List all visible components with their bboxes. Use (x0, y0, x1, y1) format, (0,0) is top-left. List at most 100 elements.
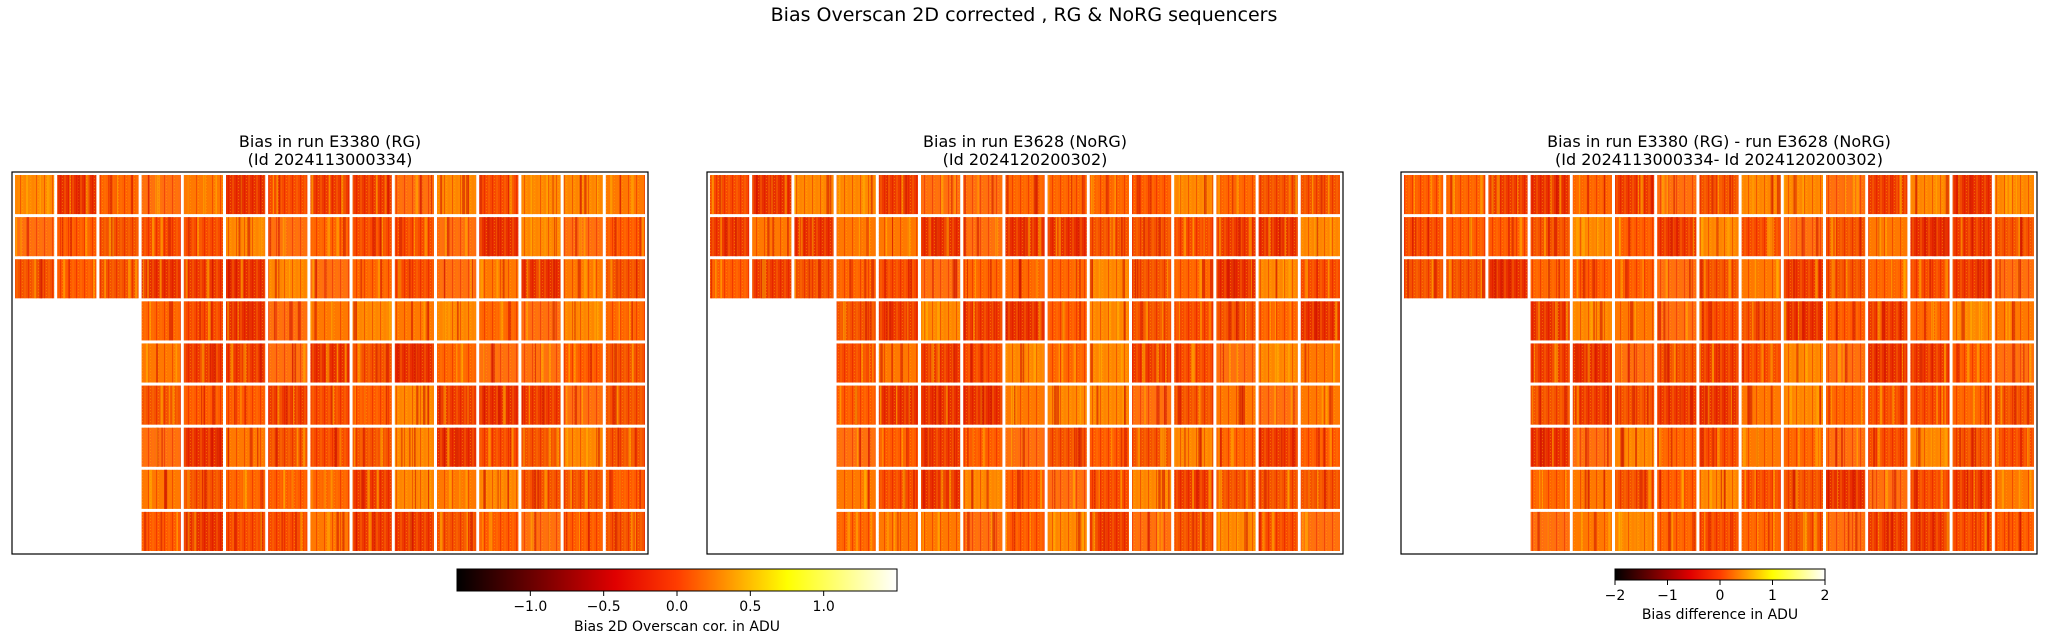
amplifier-stripe (1287, 469, 1290, 509)
ccd-tile-texture (437, 511, 477, 551)
amplifier-stripe (1053, 511, 1056, 551)
amplifier-stripe (1480, 175, 1483, 215)
amplifier-stripe (1180, 385, 1182, 425)
amplifier-stripe (628, 427, 632, 467)
amplifier-stripe (1648, 469, 1652, 509)
amplifier-stripe (1875, 343, 1878, 383)
ccd-tile-texture (563, 511, 603, 551)
amplifier-stripe (1802, 301, 1805, 341)
amplifier-stripe (1302, 511, 1304, 551)
amplifier-stripe (1620, 343, 1622, 383)
amplifier-stripe (639, 469, 642, 509)
amplifier-stripe (353, 301, 356, 341)
amplifier-stripe (234, 511, 237, 551)
amplifier-stripe (1705, 385, 1707, 425)
amplifier-stripe (888, 301, 892, 341)
amplifier-stripe (1200, 511, 1203, 551)
amplifier-stripe (614, 217, 617, 257)
amplifier-stripe (1249, 217, 1252, 257)
amplifier-stripe (380, 259, 383, 299)
amplifier-stripe (1246, 469, 1248, 509)
amplifier-stripe (937, 343, 940, 383)
amplifier-stripe (1289, 175, 1291, 215)
amplifier-stripe (1564, 469, 1567, 509)
amplifier-stripe (1606, 427, 1609, 467)
amplifier-stripe (1843, 343, 1845, 383)
amplifier-stripe (1235, 301, 1239, 341)
amplifier-stripe (1141, 301, 1143, 341)
ccd-tile-texture (1404, 217, 1444, 257)
amplifier-stripe (303, 343, 306, 383)
ccd-tile-texture (1258, 175, 1298, 215)
ccd-tile-texture (521, 217, 561, 257)
amplifier-stripe (1550, 175, 1552, 215)
panel1-title-line1: Bias in run E3380 (RG) (238, 132, 422, 151)
ccd-tile-texture (437, 301, 477, 341)
amplifier-stripe (238, 217, 241, 257)
amplifier-stripe (1156, 343, 1159, 383)
amplifier-stripe (1413, 175, 1416, 215)
amplifier-stripe (344, 343, 347, 383)
amplifier-stripe (186, 511, 188, 551)
amplifier-stripe (203, 175, 206, 215)
amplifier-stripe (1010, 427, 1013, 467)
amplifier-stripe (971, 469, 974, 509)
panel3-title-line1: Bias in run E3380 (RG) - run E3628 (NoRG… (1547, 132, 1891, 151)
amplifier-stripe (1717, 427, 1720, 467)
ccd-tile-texture (1132, 343, 1172, 383)
amplifier-stripe (1232, 175, 1234, 215)
amplifier-stripe (1982, 259, 1985, 299)
amplifier-stripe (1329, 427, 1332, 467)
amplifier-stripe (570, 469, 573, 509)
amplifier-stripe (1594, 343, 1597, 383)
amplifier-stripe (1565, 301, 1569, 341)
amplifier-stripe (1244, 301, 1247, 341)
ccd-tile-texture (1089, 385, 1129, 425)
ccd-tile-texture (1615, 217, 1655, 257)
amplifier-stripe (1754, 469, 1756, 509)
amplifier-stripe (566, 385, 568, 425)
ccd-tile-texture (878, 343, 918, 383)
amplifier-stripe (145, 343, 149, 383)
amplifier-stripe (1971, 427, 1974, 467)
amplifier-stripe (1017, 301, 1019, 341)
amplifier-stripe (69, 259, 71, 299)
amplifier-stripe (554, 217, 556, 257)
amplifier-stripe (1720, 469, 1722, 509)
ccd-tile-texture (1005, 259, 1045, 299)
amplifier-stripe (964, 175, 966, 215)
amplifier-stripe (1940, 469, 1943, 509)
amplifier-stripe (1407, 259, 1410, 299)
amplifier-stripe (342, 217, 346, 257)
amplifier-stripe (362, 427, 365, 467)
amplifier-stripe (419, 175, 423, 215)
amplifier-stripe (1642, 259, 1644, 299)
amplifier-stripe (510, 427, 512, 467)
amplifier-stripe (444, 217, 447, 257)
amplifier-stripe (2008, 301, 2011, 341)
amplifier-stripe (1700, 259, 1703, 299)
amplifier-stripe (952, 259, 956, 299)
amplifier-stripe (470, 259, 473, 299)
amplifier-stripe (1967, 343, 1970, 383)
amplifier-stripe (1729, 175, 1731, 215)
amplifier-stripe (1606, 385, 1610, 425)
amplifier-stripe (1644, 469, 1647, 509)
amplifier-stripe (1676, 217, 1679, 257)
ccd-tile-texture (1572, 175, 1612, 215)
ccd-tile-texture (1910, 385, 1950, 425)
amplifier-stripe (1325, 385, 1328, 425)
ccd-tile-texture (1300, 175, 1340, 215)
amplifier-stripe (940, 469, 944, 509)
amplifier-stripe (1629, 301, 1632, 341)
amplifier-stripe (149, 301, 152, 341)
ccd-tile-texture (1699, 511, 1739, 551)
amplifier-stripe (1508, 217, 1510, 257)
amplifier-stripe (414, 469, 417, 509)
amplifier-stripe (260, 175, 262, 215)
amplifier-stripe (594, 301, 596, 341)
amplifier-stripe (331, 301, 334, 341)
ccd-tile-texture (268, 217, 308, 257)
amplifier-stripe (1142, 343, 1145, 383)
ccd-tile-texture (310, 385, 350, 425)
